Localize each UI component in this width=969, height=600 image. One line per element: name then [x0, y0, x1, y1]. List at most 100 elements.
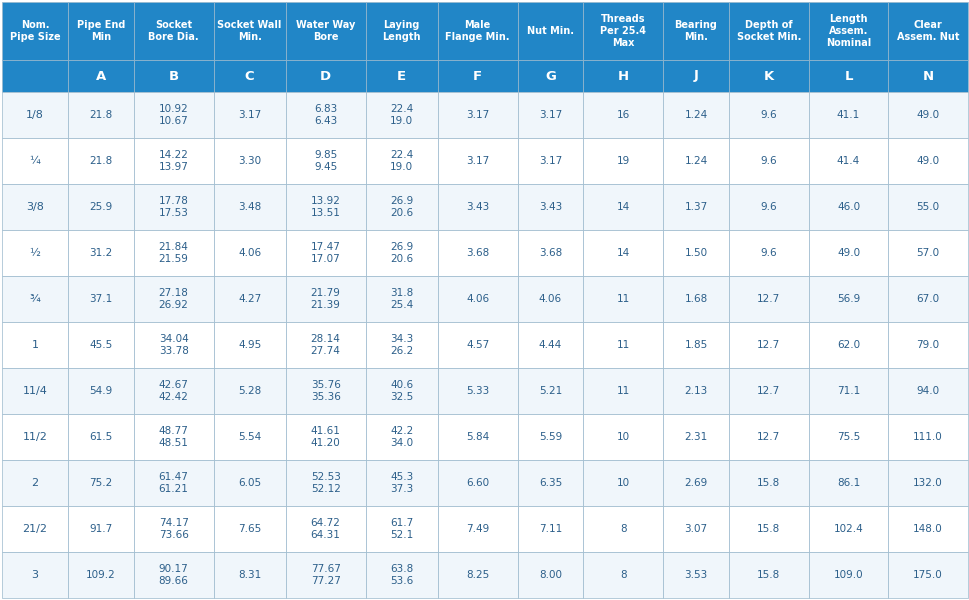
- Text: Male
Flange Min.: Male Flange Min.: [445, 20, 510, 42]
- Text: 1.85: 1.85: [684, 340, 707, 350]
- Text: 15.8: 15.8: [757, 524, 780, 534]
- Text: 77.67
77.27: 77.67 77.27: [310, 564, 340, 586]
- Text: 34.3
26.2: 34.3 26.2: [390, 334, 413, 356]
- Text: 17.47
17.07: 17.47 17.07: [310, 242, 340, 264]
- Text: 175.0: 175.0: [913, 570, 942, 580]
- Bar: [663, 368, 729, 414]
- Bar: [582, 92, 663, 138]
- Bar: [437, 552, 517, 598]
- Bar: [517, 368, 582, 414]
- Text: 42.67
42.42: 42.67 42.42: [159, 380, 188, 402]
- Bar: [2, 60, 68, 92]
- Bar: [2, 138, 68, 184]
- Text: 9.85
9.45: 9.85 9.45: [314, 150, 337, 172]
- Bar: [729, 2, 808, 60]
- Text: 3.53: 3.53: [684, 570, 707, 580]
- Bar: [437, 276, 517, 322]
- Text: 46.0: 46.0: [836, 202, 860, 212]
- Bar: [808, 460, 888, 506]
- Bar: [134, 138, 213, 184]
- Text: 41.61
41.20: 41.61 41.20: [310, 426, 340, 448]
- Text: 22.4
19.0: 22.4 19.0: [390, 104, 413, 126]
- Text: 4.06: 4.06: [539, 294, 561, 304]
- Text: 3.17: 3.17: [465, 110, 488, 120]
- Text: 4.95: 4.95: [237, 340, 261, 350]
- Bar: [286, 2, 365, 60]
- Bar: [888, 368, 967, 414]
- Text: 31.8
25.4: 31.8 25.4: [390, 288, 413, 310]
- Bar: [213, 184, 286, 230]
- Text: 9.6: 9.6: [760, 156, 776, 166]
- Bar: [68, 506, 134, 552]
- Text: 102.4: 102.4: [832, 524, 862, 534]
- Bar: [365, 92, 437, 138]
- Bar: [365, 184, 437, 230]
- Text: 21.8: 21.8: [89, 156, 112, 166]
- Text: Bearing
Min.: Bearing Min.: [673, 20, 717, 42]
- Bar: [437, 506, 517, 552]
- Bar: [437, 138, 517, 184]
- Bar: [134, 322, 213, 368]
- Bar: [2, 552, 68, 598]
- Bar: [437, 322, 517, 368]
- Bar: [286, 276, 365, 322]
- Bar: [437, 184, 517, 230]
- Text: 4.06: 4.06: [466, 294, 488, 304]
- Text: 11: 11: [616, 294, 629, 304]
- Text: 8: 8: [619, 524, 626, 534]
- Bar: [2, 506, 68, 552]
- Bar: [365, 138, 437, 184]
- Text: 45.3
37.3: 45.3 37.3: [390, 472, 413, 494]
- Bar: [68, 552, 134, 598]
- Bar: [286, 184, 365, 230]
- Text: 16: 16: [616, 110, 629, 120]
- Bar: [68, 322, 134, 368]
- Bar: [213, 92, 286, 138]
- Text: 55.0: 55.0: [916, 202, 939, 212]
- Text: 26.9
20.6: 26.9 20.6: [390, 196, 413, 218]
- Bar: [517, 60, 582, 92]
- Text: 5.28: 5.28: [237, 386, 261, 396]
- Text: Nom.
Pipe Size: Nom. Pipe Size: [10, 20, 60, 42]
- Bar: [365, 460, 437, 506]
- Text: 3.07: 3.07: [684, 524, 707, 534]
- Text: 11/2: 11/2: [22, 432, 47, 442]
- Text: 41.4: 41.4: [836, 156, 860, 166]
- Text: 45.5: 45.5: [89, 340, 112, 350]
- Bar: [517, 92, 582, 138]
- Text: 3.17: 3.17: [539, 110, 561, 120]
- Text: C: C: [244, 70, 254, 82]
- Bar: [663, 322, 729, 368]
- Text: 3.43: 3.43: [465, 202, 488, 212]
- Bar: [582, 276, 663, 322]
- Text: 75.2: 75.2: [89, 478, 112, 488]
- Text: 17.78
17.53: 17.78 17.53: [159, 196, 188, 218]
- Text: 19: 19: [616, 156, 629, 166]
- Text: Clear
Assem. Nut: Clear Assem. Nut: [896, 20, 958, 42]
- Text: 28.14
27.74: 28.14 27.74: [310, 334, 340, 356]
- Text: 21.79
21.39: 21.79 21.39: [310, 288, 340, 310]
- Bar: [2, 2, 68, 60]
- Bar: [286, 368, 365, 414]
- Bar: [365, 552, 437, 598]
- Text: 49.0: 49.0: [836, 248, 860, 258]
- Text: 4.27: 4.27: [237, 294, 261, 304]
- Text: 10: 10: [616, 432, 629, 442]
- Bar: [517, 230, 582, 276]
- Text: 10.92
10.67: 10.92 10.67: [159, 104, 188, 126]
- Text: 6.05: 6.05: [237, 478, 261, 488]
- Bar: [286, 92, 365, 138]
- Text: 37.1: 37.1: [89, 294, 112, 304]
- Text: 3.68: 3.68: [465, 248, 488, 258]
- Bar: [134, 414, 213, 460]
- Text: 3.68: 3.68: [539, 248, 561, 258]
- Bar: [888, 138, 967, 184]
- Bar: [365, 322, 437, 368]
- Bar: [2, 322, 68, 368]
- Bar: [808, 92, 888, 138]
- Bar: [888, 414, 967, 460]
- Bar: [365, 2, 437, 60]
- Text: 12.7: 12.7: [757, 340, 780, 350]
- Text: D: D: [320, 70, 330, 82]
- Bar: [134, 230, 213, 276]
